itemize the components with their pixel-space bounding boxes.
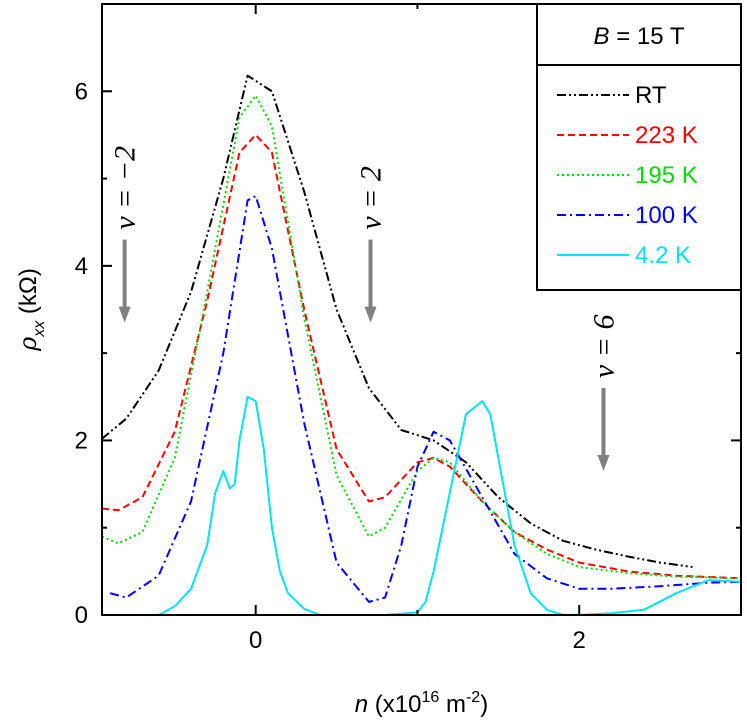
- legend-label-rt: RT: [635, 82, 667, 109]
- legend: B = 15 T RT 223 K 195 K 100 K 4.2 K: [536, 3, 742, 291]
- x-axis-label: n (x1016 m-2): [355, 689, 488, 718]
- legend-label-4-2-k: 4.2 K: [635, 242, 691, 269]
- series-line-100-k: [109, 195, 741, 603]
- annotation-minus-2: ν = −2: [109, 146, 142, 323]
- series-line-195-k: [102, 94, 741, 580]
- x-tick-label: 0: [249, 627, 262, 654]
- legend-label-223-k: 223 K: [635, 122, 698, 149]
- legend-label-195-k: 195 K: [635, 162, 698, 189]
- y-tick-label: 2: [75, 427, 88, 454]
- y-tick-label: 4: [75, 253, 88, 280]
- annotations: ν = −2 ν = 2 ν = 6: [109, 146, 620, 471]
- down-arrow-icon: [364, 306, 377, 323]
- series-line-4-2-k: [158, 395, 741, 615]
- annotation-label: ν = 6: [587, 314, 620, 378]
- legend-title: B = 15 T: [594, 23, 685, 50]
- down-arrow-icon: [118, 306, 131, 323]
- annotation-label: ν = 2: [355, 166, 388, 230]
- x-tick-label: 2: [573, 627, 586, 654]
- axis-labels: n (x1016 m-2) ρxx (kΩ): [14, 268, 488, 718]
- annotation-6: ν = 6: [587, 314, 620, 471]
- legend-box: [536, 3, 742, 291]
- series-line-223-k: [102, 133, 741, 580]
- y-axis-label: ρxx (kΩ): [14, 268, 48, 352]
- legend-label-100-k: 100 K: [635, 202, 698, 229]
- down-arrow-icon: [597, 454, 610, 471]
- y-tick-label: 6: [75, 78, 88, 105]
- plot-frame: [101, 3, 742, 616]
- annotation-2: ν = 2: [355, 166, 388, 323]
- series-line-rt: [102, 74, 693, 568]
- annotation-label: ν = −2: [109, 146, 142, 230]
- y-tick-label: 0: [75, 602, 88, 629]
